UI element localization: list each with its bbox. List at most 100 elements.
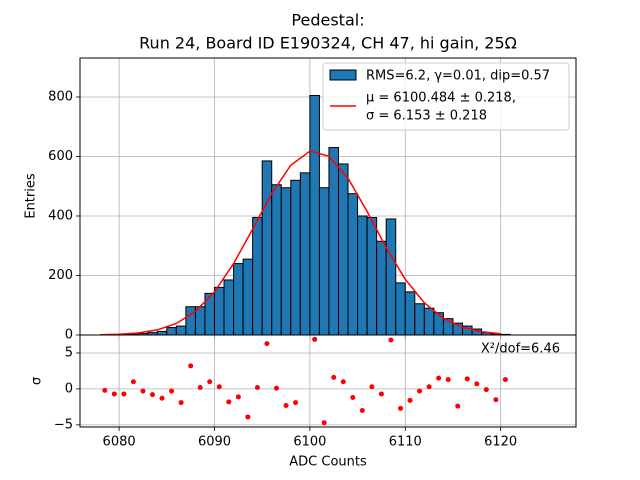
bar bbox=[376, 240, 387, 336]
panel: 0 200 400 600 800 RMS=6.2, γ=0.01, dip=0.57 μ … bbox=[48, 57, 577, 343]
point bbox=[417, 388, 423, 394]
point bbox=[407, 397, 413, 403]
bar bbox=[271, 184, 282, 336]
point bbox=[254, 384, 260, 390]
point bbox=[388, 337, 394, 343]
x-tick-label: 6090 bbox=[198, 435, 231, 450]
bar bbox=[290, 179, 301, 336]
legend-label: σ = 6.153 ± 0.218 bbox=[366, 109, 487, 124]
point bbox=[159, 395, 165, 401]
y-tick-label: 5 bbox=[65, 345, 73, 360]
point bbox=[340, 379, 346, 385]
point bbox=[455, 403, 461, 409]
point bbox=[283, 402, 289, 408]
y-axis-label: Entries bbox=[24, 173, 39, 219]
bar bbox=[223, 279, 235, 336]
point bbox=[397, 405, 403, 411]
point bbox=[378, 391, 384, 397]
point bbox=[445, 377, 451, 383]
point bbox=[216, 384, 222, 390]
point bbox=[130, 379, 136, 385]
point bbox=[321, 420, 327, 426]
point bbox=[197, 384, 203, 390]
chart-title: Pedestal: bbox=[291, 11, 364, 30]
y-tick-label: 600 bbox=[48, 149, 73, 164]
bar bbox=[318, 187, 330, 336]
legend-label: RMS=6.2, γ=0.01, dip=0.57 bbox=[366, 69, 550, 84]
point bbox=[111, 391, 117, 397]
y-tick-label: 0 bbox=[65, 381, 73, 396]
point bbox=[188, 363, 194, 369]
panel: 6080 6090 6100 6110 6120 −5 0 5 bbox=[54, 334, 577, 450]
bar bbox=[423, 307, 435, 336]
point bbox=[273, 385, 279, 391]
point bbox=[436, 375, 442, 381]
point bbox=[331, 374, 337, 380]
point bbox=[245, 414, 251, 420]
point bbox=[207, 379, 213, 385]
bar bbox=[233, 263, 244, 336]
point bbox=[474, 381, 480, 387]
bar bbox=[261, 160, 273, 336]
axes-frame bbox=[79, 334, 577, 428]
point bbox=[226, 399, 232, 405]
point bbox=[140, 388, 146, 394]
bar bbox=[185, 306, 196, 336]
y-tick-label: −5 bbox=[54, 417, 73, 432]
bar bbox=[242, 258, 254, 336]
bar bbox=[166, 327, 177, 336]
bar bbox=[433, 312, 444, 336]
bar bbox=[299, 172, 311, 336]
point bbox=[483, 387, 489, 393]
y-axis-label: σ bbox=[30, 377, 45, 385]
y-tick-label: 0 bbox=[65, 328, 73, 343]
bar bbox=[395, 282, 406, 336]
point bbox=[464, 376, 470, 382]
point bbox=[235, 394, 241, 400]
y-tick-label: 200 bbox=[48, 268, 73, 283]
y-tick-label: 800 bbox=[48, 89, 73, 104]
point bbox=[293, 400, 299, 406]
bar bbox=[366, 216, 378, 336]
point bbox=[169, 388, 175, 394]
point bbox=[426, 384, 432, 390]
point bbox=[359, 407, 365, 413]
legend-label: μ = 6100.484 ± 0.218, bbox=[366, 91, 516, 106]
x-tick-label: 6120 bbox=[484, 435, 517, 450]
y-tick-label: 400 bbox=[48, 208, 73, 223]
point bbox=[102, 387, 108, 393]
annotation: X²/dof=6.46 bbox=[481, 342, 560, 357]
bar bbox=[175, 325, 187, 336]
legend-box bbox=[322, 62, 570, 131]
x-tick-label: 6110 bbox=[389, 435, 422, 450]
point bbox=[178, 400, 184, 406]
bar bbox=[357, 215, 368, 336]
fit-line bbox=[100, 150, 501, 336]
bar bbox=[347, 193, 359, 336]
bar bbox=[328, 147, 339, 336]
bar bbox=[404, 291, 416, 336]
bar bbox=[337, 163, 349, 336]
bar bbox=[280, 187, 292, 336]
chart-title: Run 24, Board ID E190324, CH 47, hi gain… bbox=[139, 34, 517, 53]
point bbox=[493, 397, 499, 403]
x-tick-label: 6080 bbox=[103, 435, 136, 450]
bar bbox=[252, 216, 263, 336]
bar bbox=[213, 286, 225, 336]
legend: RMS=6.2, γ=0.01, dip=0.57 μ = 6100.484 ± … bbox=[322, 62, 570, 131]
point bbox=[149, 392, 155, 398]
point bbox=[350, 395, 356, 401]
x-tick-label: 6100 bbox=[293, 435, 326, 450]
x-axis-label: ADC Counts bbox=[289, 455, 367, 470]
point bbox=[264, 341, 270, 347]
bar bbox=[309, 94, 320, 336]
point bbox=[369, 384, 375, 390]
point bbox=[312, 336, 318, 342]
bar bbox=[414, 303, 425, 336]
bar bbox=[156, 330, 168, 336]
bar bbox=[385, 218, 397, 336]
point bbox=[502, 377, 508, 383]
legend-swatch bbox=[329, 69, 357, 81]
point bbox=[121, 391, 127, 397]
